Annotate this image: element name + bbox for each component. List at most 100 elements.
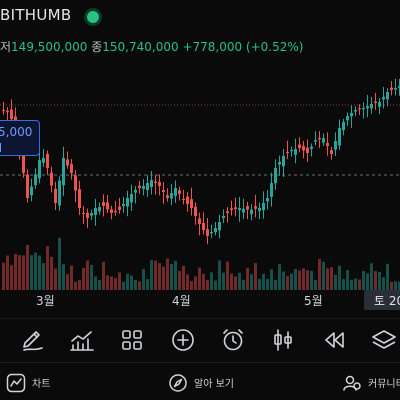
change-value: +778,000 (+0.52%) [182, 40, 304, 54]
price-tag-value: 5,000 [0, 125, 33, 139]
volume-bar [334, 274, 337, 290]
candle-body [370, 104, 373, 109]
volume-bar [254, 263, 257, 290]
candle-body [194, 206, 197, 216]
replay-button[interactable] [321, 327, 347, 353]
candle-body [66, 159, 69, 166]
layouts-button[interactable] [119, 327, 145, 353]
indicators-button[interactable] [69, 327, 95, 353]
chart-type-button[interactable] [270, 327, 296, 353]
nav-community[interactable]: 커뮤니티 [342, 373, 400, 393]
chart-toolbar [0, 318, 400, 358]
volume-bar [298, 270, 301, 290]
candle-body [282, 156, 285, 167]
candle-body [222, 216, 225, 219]
candle-body [86, 212, 89, 218]
volume-bar [146, 279, 149, 290]
volume-bar [126, 273, 129, 290]
volume-bar [86, 260, 89, 290]
drawing-tool-button[interactable] [20, 327, 46, 353]
candle-body [10, 109, 13, 120]
volume-bar [182, 265, 185, 290]
volume-bar [98, 280, 101, 290]
volume-bar [222, 272, 225, 290]
candle-body [238, 208, 241, 211]
candle-body [54, 188, 57, 203]
candle-body [210, 232, 213, 234]
volume-bar [186, 274, 189, 290]
volume-bar [330, 267, 333, 290]
candle-body [150, 180, 153, 187]
candle-body [62, 158, 65, 186]
candle-body [398, 86, 400, 88]
candles-icon [274, 329, 292, 351]
volume-bar [74, 281, 77, 290]
candle-body [50, 172, 53, 186]
volume-bar [162, 266, 165, 290]
volume-bar [10, 265, 13, 290]
live-status-icon [87, 11, 99, 23]
volume-bar [118, 272, 121, 290]
candle-body [98, 207, 101, 212]
candle-body [138, 185, 141, 188]
volume-bar [274, 279, 277, 290]
volume-bar [94, 276, 97, 290]
volume-bar [338, 265, 341, 290]
chart-header: BITHUMB 저149,500,000 종150,740,000 +778,0… [0, 0, 400, 58]
candle-body [34, 174, 37, 186]
volume-bar [174, 260, 177, 290]
volume-bar [38, 255, 41, 290]
volume-bar [382, 277, 385, 290]
layers-button[interactable] [371, 327, 397, 353]
volume-bar [350, 279, 353, 290]
volume-bar [2, 262, 5, 290]
volume-bar [26, 244, 29, 290]
candle-body [322, 138, 325, 143]
grid-icon [122, 330, 142, 350]
alarm-clock-icon [223, 329, 243, 351]
volume-bar [58, 237, 61, 290]
volume-bar [158, 263, 161, 290]
nav-explore[interactable]: 알아 보기 [168, 373, 248, 393]
candle-body [278, 162, 281, 165]
volume-bar [306, 270, 309, 290]
volume-bar [318, 258, 321, 290]
volume-bar [198, 267, 201, 290]
volume-bar [398, 281, 400, 290]
candle-body [382, 97, 385, 100]
volume-bar [14, 253, 17, 290]
candle-body [294, 149, 297, 155]
volume-bar [278, 263, 281, 290]
volume-bar [90, 265, 93, 290]
volume-bar [354, 278, 357, 290]
nav-chart[interactable]: 차트 [6, 373, 66, 393]
time-label-april: 4월 [172, 294, 191, 308]
price-scale-tag[interactable]: 5,000 [0, 120, 40, 156]
candle-body [198, 218, 201, 224]
candle-body [30, 186, 33, 196]
crosshair-time-label: 토 20 [364, 290, 400, 310]
volume-bar [346, 270, 349, 290]
candle-body [386, 92, 389, 100]
volume-bar [166, 258, 169, 290]
candle-body [146, 183, 149, 191]
add-button[interactable] [170, 327, 196, 353]
candle-body [214, 228, 217, 233]
price-chart[interactable]: 5,000 [0, 58, 400, 290]
candle-body [74, 175, 77, 191]
volume-bar [6, 255, 9, 290]
candle-body [82, 212, 85, 215]
time-axis[interactable]: 3월 4월 5월 토 20 [0, 290, 400, 310]
candle-body [122, 204, 125, 207]
candle-body [2, 109, 5, 112]
candle-body [90, 213, 93, 216]
candle-body [338, 128, 341, 146]
candle-body [374, 101, 377, 103]
candle-body [218, 222, 221, 231]
alert-button[interactable] [220, 327, 246, 353]
candle-body [362, 108, 365, 110]
candle-body [70, 164, 73, 173]
candle-body [266, 198, 269, 202]
candlestick-plot[interactable] [0, 58, 400, 290]
candle-body [342, 122, 345, 131]
